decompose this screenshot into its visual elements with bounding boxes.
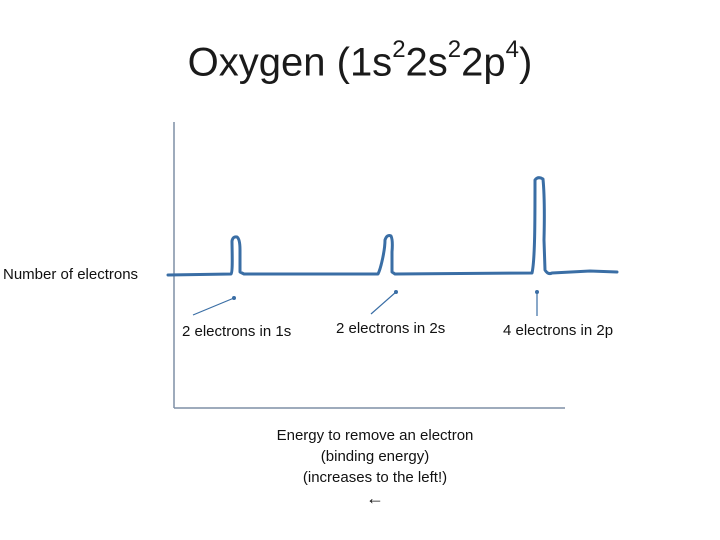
peak-label-2p: 4 electrons in 2p [503, 322, 614, 339]
title-count-2s: 2 [447, 36, 462, 63]
diagram-title: Oxygen (1s22s22p4) [0, 36, 720, 85]
title-count-1s: 2 [392, 36, 406, 63]
title-close-paren: ) [519, 40, 533, 85]
title-open-paren: ( [325, 40, 350, 85]
x-caption-line2: (binding energy) [320, 448, 430, 465]
peak-label-2s: 2 electrons in 2s [336, 320, 446, 337]
x-axis-caption: Energy to remove an electron (binding en… [250, 425, 500, 508]
x-caption-line3: (increases to the left!) [302, 469, 448, 486]
pointer-2p-dot [535, 290, 539, 294]
title-count-2p: 4 [505, 36, 520, 63]
pointer-1s [192, 297, 235, 316]
title-element: Oxygen [187, 40, 326, 85]
spectrum-trace [166, 176, 619, 277]
y-axis-label: Number of electrons [3, 266, 139, 283]
peak-label-1s: 2 electrons in 1s [182, 323, 292, 340]
title-orbital-2s: 2s [405, 40, 448, 85]
title-orbital-1s: 1s [349, 40, 393, 85]
left-arrow-icon: ← [366, 488, 384, 508]
pointer-2s [370, 291, 397, 315]
x-caption-line1: Energy to remove an electron [276, 427, 474, 444]
pointer-2s-dot [394, 290, 398, 294]
pointer-1s-dot [232, 296, 236, 300]
title-orbital-2p: 2p [461, 40, 506, 85]
